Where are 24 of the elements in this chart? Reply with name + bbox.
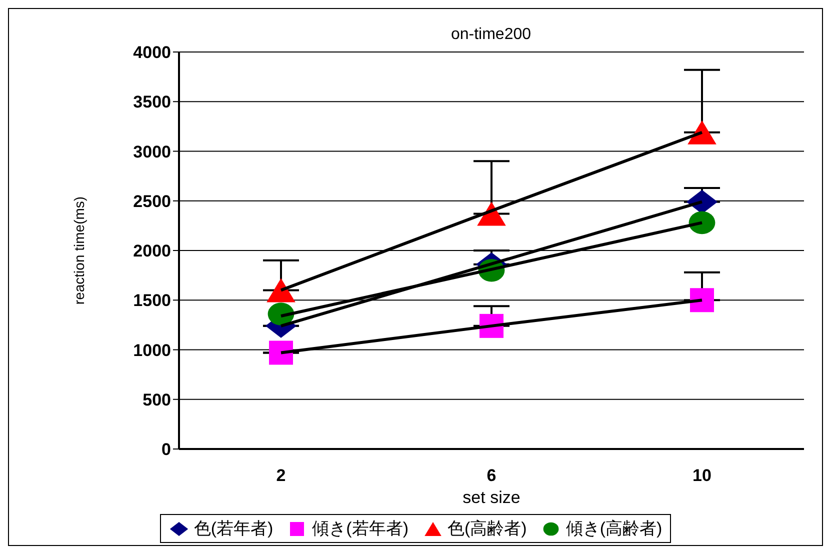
x-axis-title: set size (462, 488, 520, 507)
y-tick-label: 4000 (133, 43, 171, 62)
point (269, 340, 293, 365)
x-tick-label: 10 (692, 466, 712, 486)
point (688, 211, 716, 234)
y-tick-label: 3500 (133, 92, 171, 112)
y-tick-label: 2500 (133, 192, 171, 211)
legend-label: 傾き(高齢者) (566, 518, 662, 540)
y-tick-label: 1500 (133, 291, 171, 310)
y-tick-label: 500 (142, 390, 171, 410)
legend-label: 色(若年者) (194, 518, 274, 540)
point (688, 120, 716, 144)
y-tick-label: 0 (162, 440, 171, 460)
chart-title: on-time200 (450, 26, 532, 43)
y-axis-title: reaction time(ms) (70, 196, 87, 305)
y-tick-label: 2000 (133, 242, 171, 261)
y-tick-label: 3000 (133, 142, 171, 162)
y-tick-label: 1000 (133, 340, 171, 360)
point (266, 278, 296, 302)
point (690, 288, 714, 312)
x-tick-label: 2 (276, 466, 286, 486)
x-tick-label: 6 (486, 466, 496, 486)
legend-label: 色(高齢者) (448, 518, 527, 540)
legend-label: 傾き(若年者) (312, 518, 408, 540)
